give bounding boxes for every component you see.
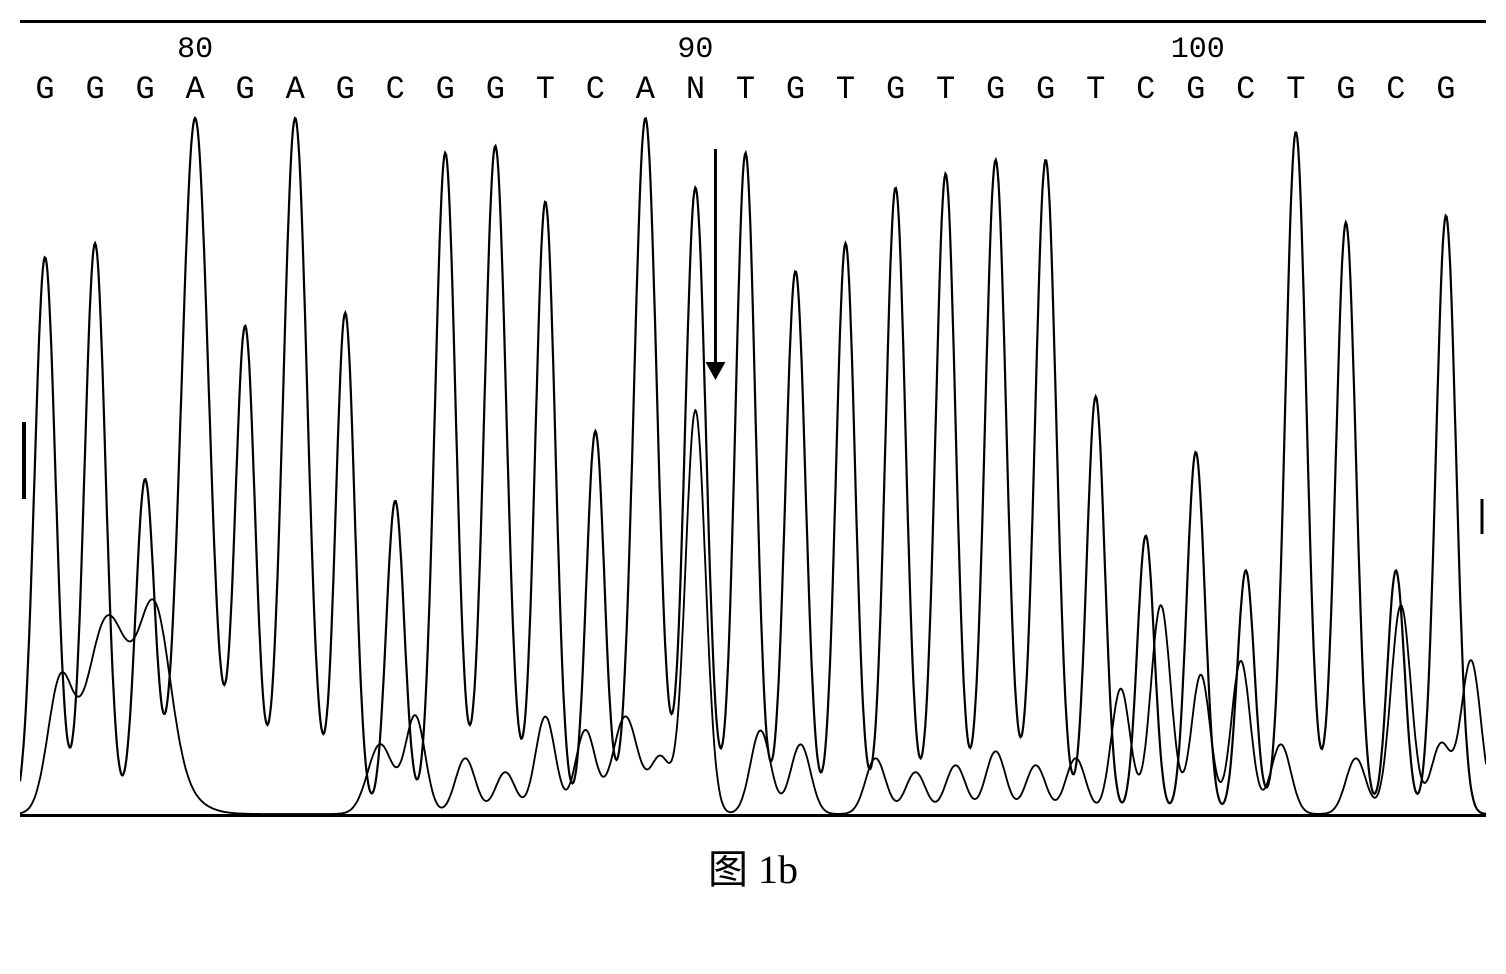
sequence-row: GGGAGAGCGGTCANTGTGTGGTCGCTGCG: [20, 71, 1486, 114]
axis-tick-slot: [370, 33, 420, 67]
axis-tick-slot: [1321, 33, 1371, 67]
axis-tick-slot: [720, 33, 770, 67]
sequence-base: G: [470, 71, 520, 108]
sequence-base: G: [220, 71, 270, 108]
sequence-base: T: [1271, 71, 1321, 108]
sequence-base: C: [1221, 71, 1271, 108]
annotation-arrow: [705, 149, 725, 380]
axis-tick-slot: [570, 33, 620, 67]
axis-tick-row: 80 90 100: [20, 23, 1486, 71]
sequence-base: G: [1171, 71, 1221, 108]
sequence-base: G: [70, 71, 120, 108]
axis-tick-slot: [20, 33, 70, 67]
sequence-base: G: [1021, 71, 1071, 108]
axis-tick-slot: [1021, 33, 1071, 67]
axis-tick-slot: [871, 33, 921, 67]
sequence-base: C: [370, 71, 420, 108]
secondary-trace: [20, 410, 1486, 814]
axis-tick-slot: [770, 33, 820, 67]
chromatogram-plot: [20, 114, 1486, 814]
sequence-base: G: [120, 71, 170, 108]
axis-tick-label: 90: [670, 33, 720, 67]
sequence-base: T: [1071, 71, 1121, 108]
axis-tick-slot: [270, 33, 320, 67]
axis-tick-slot: [420, 33, 470, 67]
sequence-base: A: [270, 71, 320, 108]
axis-tick-slot: [1071, 33, 1121, 67]
sequence-base: G: [1421, 71, 1471, 108]
axis-tick-slot: [1371, 33, 1421, 67]
axis-tick-slot: [320, 33, 370, 67]
sequence-base: T: [520, 71, 570, 108]
main-trace: [20, 118, 1486, 814]
axis-tick-slot: [1121, 33, 1171, 67]
axis-tick-slot: [971, 33, 1021, 67]
sequence-base: T: [720, 71, 770, 108]
sequence-base: T: [921, 71, 971, 108]
axis-tick-slot: [821, 33, 871, 67]
chromatogram-figure: 8090100 GGGAGAGCGGTCANTGTGTGGTCGCTGCG 图 …: [20, 20, 1486, 895]
axis-tick-slot: [70, 33, 120, 67]
sequence-base: C: [1371, 71, 1421, 108]
axis-tick-slot: [520, 33, 570, 67]
figure-caption: 图 1b: [20, 837, 1486, 895]
sequence-base: A: [620, 71, 670, 108]
sequence-base: N: [670, 71, 720, 108]
axis-tick-slot: [470, 33, 520, 67]
sequence-base: G: [971, 71, 1021, 108]
chromatogram-svg: [20, 114, 1486, 814]
axis-tick-label: 100: [1171, 33, 1221, 67]
sequence-base: G: [20, 71, 70, 108]
sequence-base: A: [170, 71, 220, 108]
axis-tick-slot: [1221, 33, 1271, 67]
sequence-base: G: [420, 71, 470, 108]
chart-frame: 8090100 GGGAGAGCGGTCANTGTGTGGTCGCTGCG: [20, 20, 1486, 817]
sequence-base: G: [1321, 71, 1371, 108]
sequence-base: G: [320, 71, 370, 108]
sequence-base: G: [770, 71, 820, 108]
sequence-base: T: [821, 71, 871, 108]
axis-tick-slot: [220, 33, 270, 67]
sequence-base: G: [871, 71, 921, 108]
axis-tick-slot: [921, 33, 971, 67]
axis-tick-slot: [1421, 33, 1471, 67]
axis-tick-label: 80: [170, 33, 220, 67]
axis-tick-slot: [120, 33, 170, 67]
sequence-base: C: [1121, 71, 1171, 108]
sequence-base: C: [570, 71, 620, 108]
axis-tick-slot: [1271, 33, 1321, 67]
axis-tick-slot: [620, 33, 670, 67]
